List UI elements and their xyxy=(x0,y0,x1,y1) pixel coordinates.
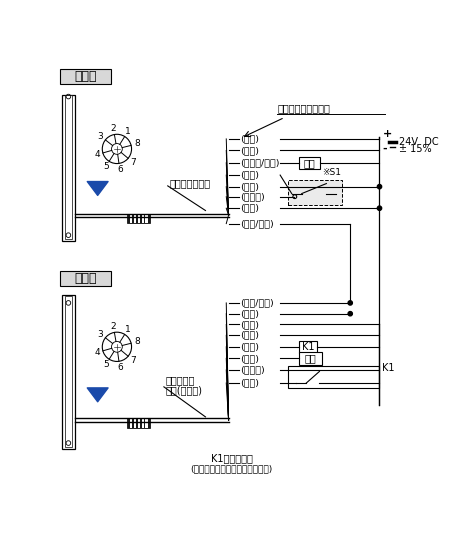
Text: 7: 7 xyxy=(130,356,135,364)
Text: 3: 3 xyxy=(97,132,103,141)
Text: +: + xyxy=(382,129,391,139)
Text: (粉色): (粉色) xyxy=(239,170,258,180)
Bar xyxy=(145,419,147,427)
Bar xyxy=(62,95,74,241)
Text: 2: 2 xyxy=(110,124,116,133)
Bar xyxy=(138,419,140,427)
Text: 灰色(帶黑線): 灰色(帶黑線) xyxy=(165,385,202,395)
Bar xyxy=(133,419,136,427)
Text: 4: 4 xyxy=(94,150,100,159)
Text: (屏蔽): (屏蔽) xyxy=(239,331,258,340)
Text: 1: 1 xyxy=(125,127,130,136)
Text: 5: 5 xyxy=(103,162,109,171)
Text: (橙色): (橙色) xyxy=(239,309,258,318)
Text: (白色): (白色) xyxy=(239,354,258,363)
Text: 連接電線的導線顏色: 連接電線的導線顏色 xyxy=(276,104,329,113)
Bar xyxy=(138,214,140,223)
Text: 7: 7 xyxy=(130,158,135,167)
Bar xyxy=(127,419,150,427)
Text: (褐色): (褐色) xyxy=(239,320,258,329)
Text: 負載: 負載 xyxy=(303,158,315,168)
Text: 8: 8 xyxy=(134,337,140,346)
Text: 2: 2 xyxy=(110,322,116,331)
Bar xyxy=(141,419,143,427)
Text: K1：外部設備: K1：外部設備 xyxy=(210,453,252,464)
Bar xyxy=(64,296,72,447)
Text: (褐色): (褐色) xyxy=(239,134,258,144)
Text: (藍色): (藍色) xyxy=(239,379,258,387)
Text: 24V  DC: 24V DC xyxy=(398,137,437,147)
Bar xyxy=(141,214,143,223)
Text: K1: K1 xyxy=(301,342,313,352)
Bar xyxy=(145,214,147,223)
Bar xyxy=(60,271,110,286)
Text: 1: 1 xyxy=(125,324,130,334)
Bar xyxy=(130,419,132,427)
Circle shape xyxy=(347,301,352,305)
FancyArrowPatch shape xyxy=(87,388,108,402)
Text: 4: 4 xyxy=(94,348,100,357)
Text: 負載: 負載 xyxy=(304,353,315,363)
Text: (黃綠色/黑色): (黃綠色/黑色) xyxy=(239,158,279,167)
Bar xyxy=(133,214,136,223)
Text: (淡紫色): (淡紫色) xyxy=(239,192,264,201)
Bar xyxy=(130,214,132,223)
Text: (橙色/黑色): (橙色/黑色) xyxy=(239,299,273,307)
Text: ※S1: ※S1 xyxy=(321,168,340,176)
Text: 電線顏色：: 電線顏色： xyxy=(165,375,194,385)
Text: (黃綠色): (黃綠色) xyxy=(239,366,264,374)
Circle shape xyxy=(347,312,352,316)
FancyArrowPatch shape xyxy=(87,181,108,196)
Text: -: - xyxy=(382,144,387,154)
Text: ± 15%: ± 15% xyxy=(398,144,430,154)
Text: 6: 6 xyxy=(117,165,122,174)
Circle shape xyxy=(377,185,381,189)
Text: 6: 6 xyxy=(117,363,122,372)
Text: (橙色): (橙色) xyxy=(239,204,258,213)
Text: (黑色): (黑色) xyxy=(239,342,258,351)
Bar xyxy=(64,95,72,239)
Bar xyxy=(298,352,321,364)
Bar xyxy=(287,366,379,387)
Text: 8: 8 xyxy=(134,139,140,149)
Text: 3: 3 xyxy=(97,329,103,339)
Bar xyxy=(60,69,110,84)
Text: (屏蔽): (屏蔽) xyxy=(239,146,258,155)
Text: 電線顏色：灰色: 電線顏色：灰色 xyxy=(169,178,210,188)
Text: 受光器: 受光器 xyxy=(74,272,97,285)
Text: K1: K1 xyxy=(381,363,393,373)
Bar xyxy=(298,157,319,169)
Text: (橙色/黑色): (橙色/黑色) xyxy=(239,219,273,228)
Bar xyxy=(127,214,150,223)
Bar xyxy=(62,295,74,449)
Circle shape xyxy=(377,206,381,210)
Text: (強制導軌式繼電器或磁性接觸器): (強制導軌式繼電器或磁性接觸器) xyxy=(190,465,272,473)
Text: 5: 5 xyxy=(103,360,109,369)
Text: (藍色): (藍色) xyxy=(239,182,258,191)
Text: 投光器: 投光器 xyxy=(74,70,97,83)
Bar xyxy=(298,341,317,353)
Bar xyxy=(287,180,341,205)
